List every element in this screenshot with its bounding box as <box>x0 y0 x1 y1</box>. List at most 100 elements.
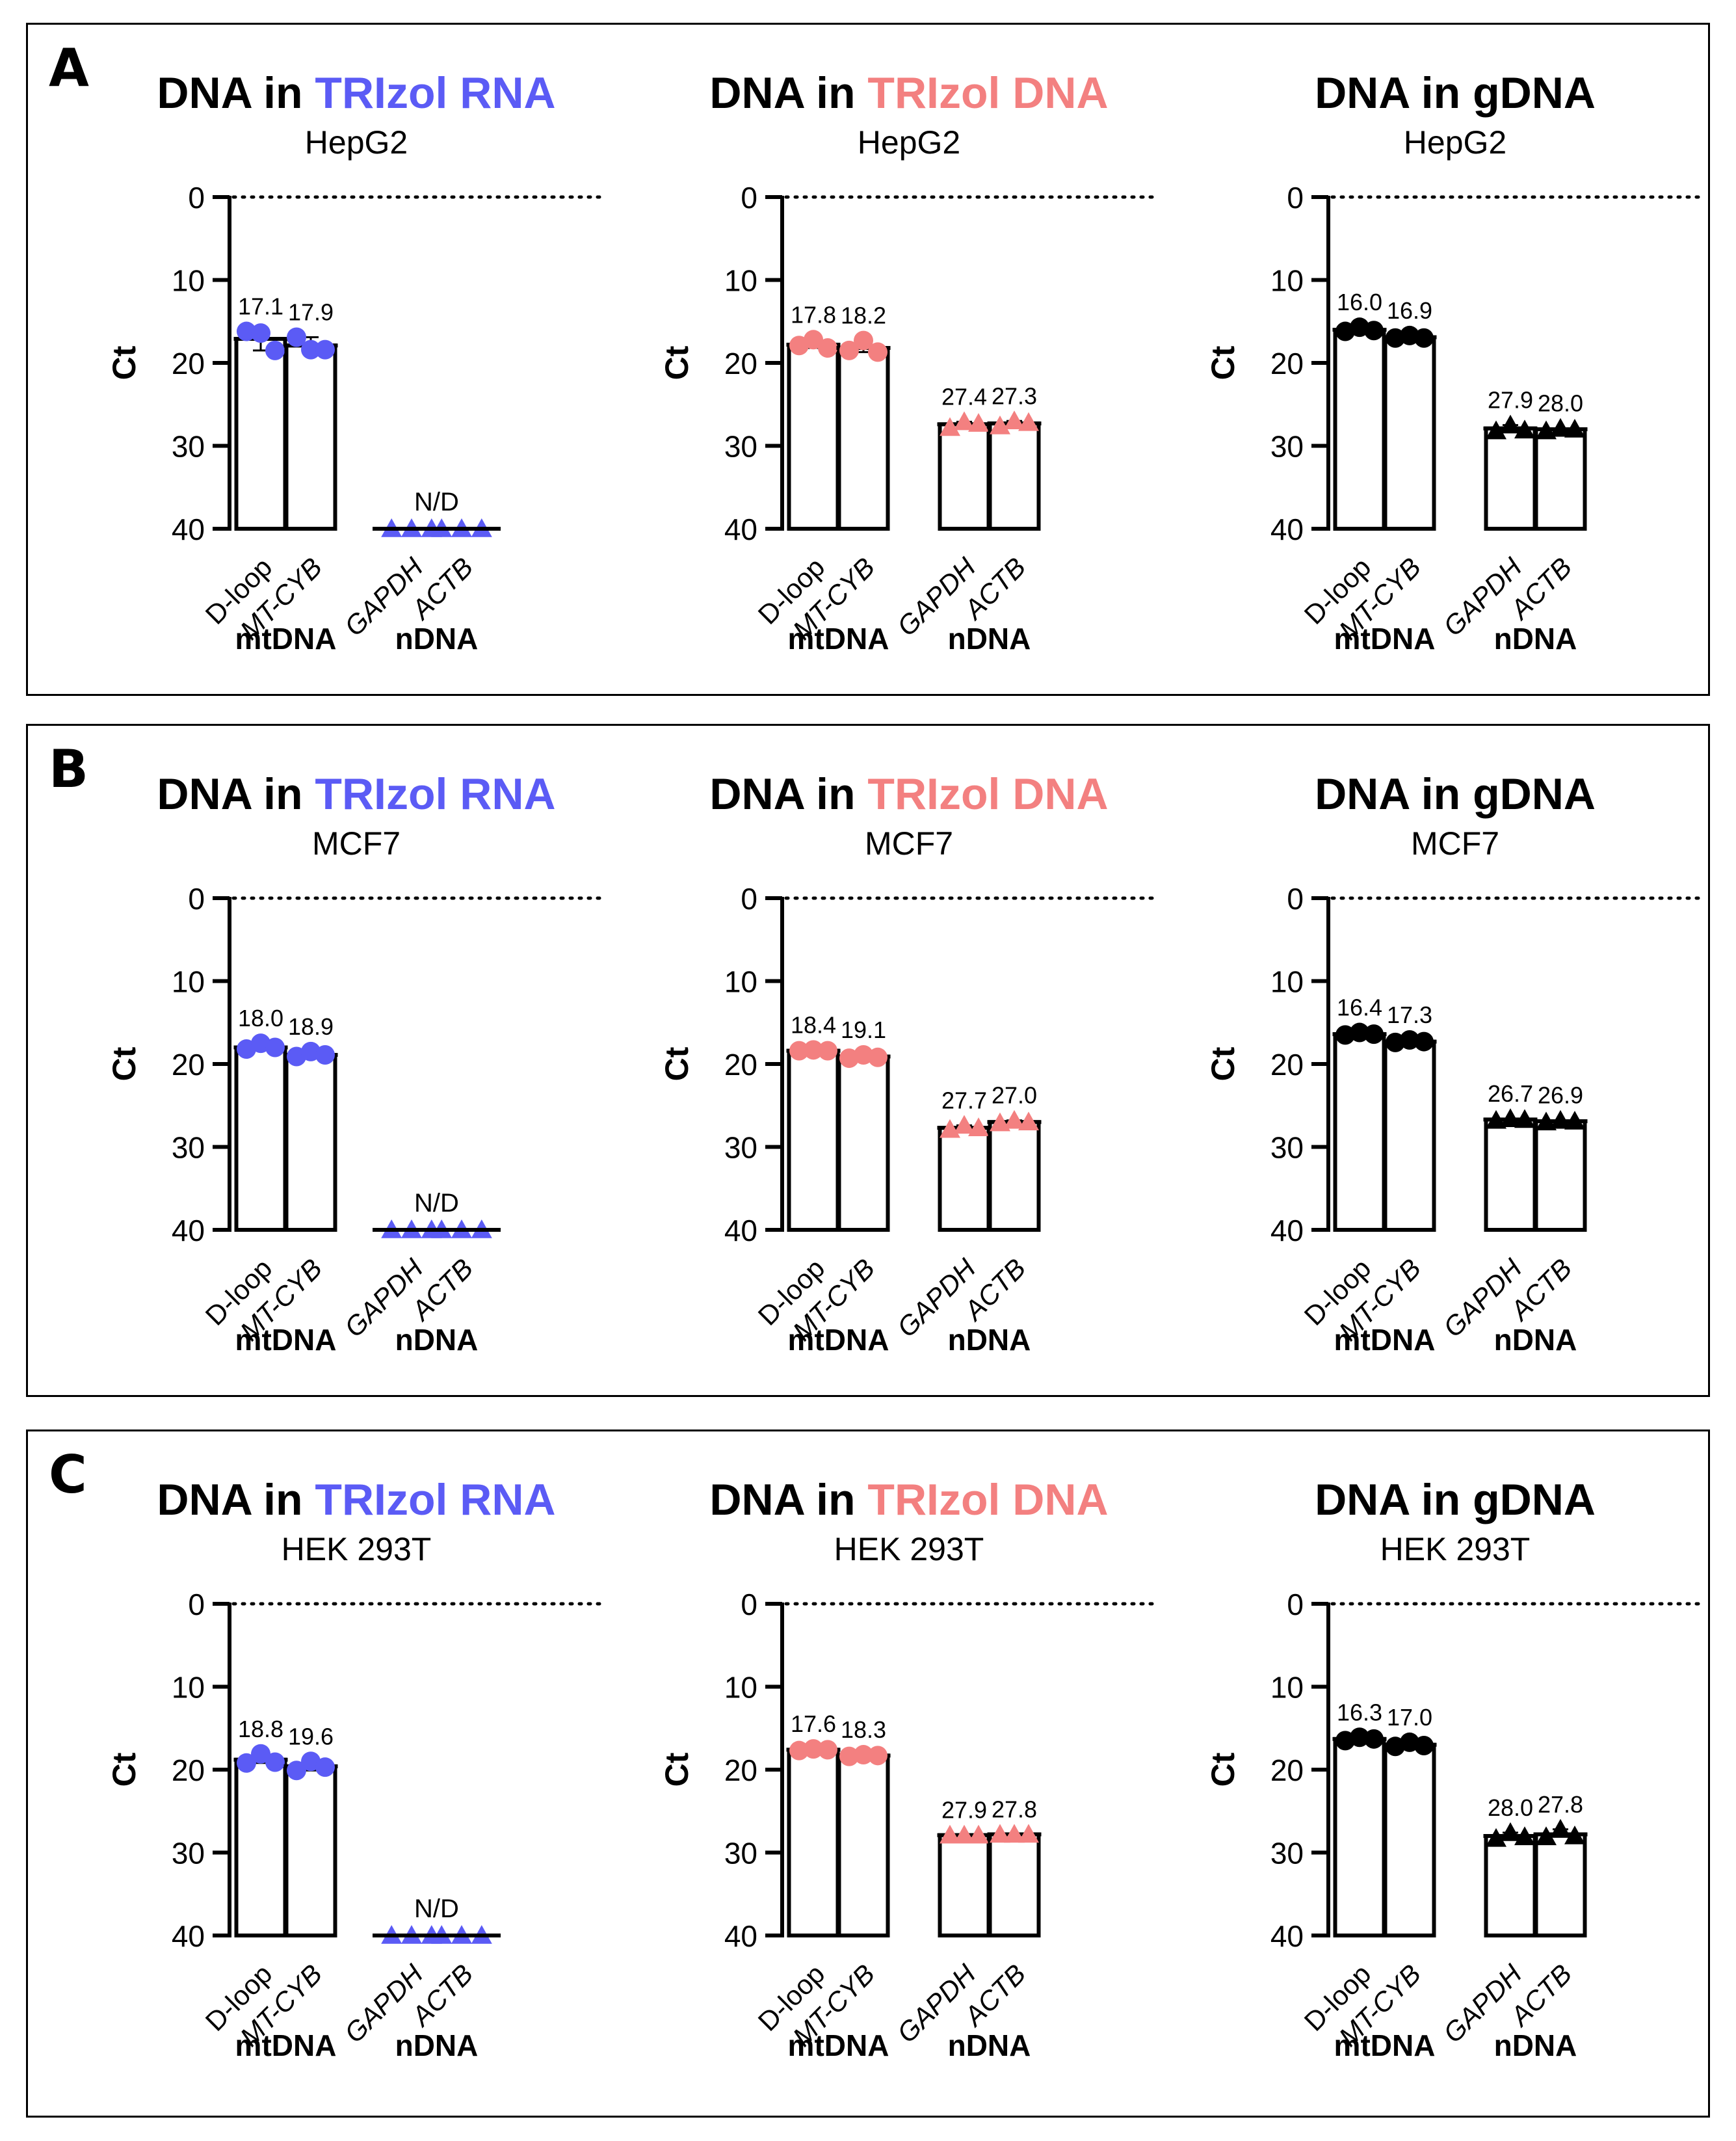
y-tick-label: 40 <box>724 512 757 546</box>
title-prefix: DNA in <box>1315 769 1473 819</box>
y-axis-label: Ct <box>1205 1752 1241 1787</box>
title-prefix: DNA in <box>1315 1475 1473 1524</box>
group-label: mtDNA <box>788 622 889 656</box>
y-tick-label: 10 <box>1270 965 1304 999</box>
data-label: 27.8 <box>992 1796 1037 1822</box>
replicate-point <box>854 1745 873 1765</box>
data-label: 27.9 <box>941 1797 987 1824</box>
chart-subtitle: MCF7 <box>865 825 953 862</box>
replicate-point <box>868 342 888 362</box>
y-axis-label: Ct <box>106 345 142 380</box>
y-tick-label: 20 <box>724 1753 757 1787</box>
group-label: mtDNA <box>788 2028 889 2062</box>
bar <box>988 421 1041 531</box>
title-method: TRIzol RNA <box>315 769 555 819</box>
title-method: gDNA <box>1473 769 1596 819</box>
group-label: nDNA <box>395 1323 479 1357</box>
data-label: 28.0 <box>1488 1794 1533 1821</box>
data-label: 18.0 <box>238 1005 283 1031</box>
chart-title: DNA in gDNA <box>1315 1475 1596 1524</box>
replicate-point <box>968 413 989 432</box>
group-label: mtDNA <box>235 622 337 656</box>
replicate-point <box>954 411 975 431</box>
bar <box>837 1753 890 1937</box>
y-tick-label: 10 <box>724 1671 757 1705</box>
replicate-point <box>804 1040 823 1060</box>
bar <box>1333 1736 1386 1937</box>
data-label: 17.1 <box>238 293 283 320</box>
group-label: mtDNA <box>235 1323 337 1357</box>
replicate-point <box>1486 1828 1506 1847</box>
panel-a: A DNA in TRIzol RNA HepG2 Ct 0 10 20 30 40 17.1 D… <box>26 23 1710 696</box>
group-label: nDNA <box>1494 2028 1577 2062</box>
y-tick-label: 30 <box>172 1837 205 1870</box>
bar <box>938 1833 991 1937</box>
y-tick-label: 30 <box>172 1131 205 1165</box>
replicate-point <box>868 1047 888 1067</box>
replicate-point <box>818 338 837 358</box>
y-tick-label: 0 <box>188 1588 205 1621</box>
chart-b-1: DNA in TRIzol RNAMCF7Ct01020304018.0D-lo… <box>106 769 602 1357</box>
bar <box>1333 1032 1386 1232</box>
chart-subtitle: HepG2 <box>305 124 408 161</box>
chart-subtitle: HepG2 <box>1404 124 1506 161</box>
replicate-point <box>839 1746 859 1766</box>
y-tick-label: 30 <box>172 430 205 464</box>
data-label: 16.9 <box>1387 297 1432 324</box>
group-label: nDNA <box>1494 622 1577 656</box>
bar <box>1484 1834 1537 1937</box>
y-tick-label: 20 <box>172 1753 205 1787</box>
data-label: 27.3 <box>992 382 1037 409</box>
replicate-point <box>251 1744 270 1764</box>
title-method: TRIzol RNA <box>315 68 555 118</box>
bar <box>988 1832 1041 1938</box>
replicate-point <box>1350 1727 1369 1748</box>
bar <box>284 343 337 531</box>
replicate-point <box>1514 419 1535 439</box>
title-prefix: DNA in <box>157 769 315 819</box>
chart-subtitle: HEK 293T <box>1380 1531 1531 1567</box>
y-tick-label: 20 <box>172 347 205 380</box>
title-method: TRIzol DNA <box>867 1475 1108 1524</box>
y-tick-label: 0 <box>188 882 205 916</box>
replicate-point <box>968 1824 989 1844</box>
y-tick-label: 20 <box>1270 1048 1304 1082</box>
replicate-point <box>1364 1729 1384 1749</box>
bar <box>837 1054 890 1232</box>
y-tick-label: 0 <box>1287 882 1304 916</box>
chart-c-1: DNA in TRIzol RNA HEK 293T Ct 0 10 20 30 40 18.8… <box>106 1475 602 2062</box>
bar <box>1383 1039 1436 1232</box>
data-label: 18.8 <box>238 1716 283 1742</box>
replicate-point <box>1350 1022 1369 1043</box>
title-method: TRIzol DNA <box>867 68 1108 118</box>
chart-a-2: DNA in TRIzol DNAHepG2Ct01020304017.8D-l… <box>659 68 1155 656</box>
y-tick-label: 10 <box>172 965 205 999</box>
y-axis-label: Ct <box>106 1752 142 1787</box>
group-label: mtDNA <box>1334 2028 1436 2062</box>
chart-a-1: DNA in TRIzol RNAHepG2Ct01020304017.1D-l… <box>106 68 602 656</box>
title-prefix: DNA in <box>709 68 867 118</box>
replicate-point <box>1004 1110 1025 1129</box>
data-label: 16.3 <box>1337 1699 1382 1725</box>
replicate-point <box>1500 1822 1521 1841</box>
title-prefix: DNA in <box>709 1475 867 1524</box>
y-tick-label: 30 <box>724 1837 757 1870</box>
replicate-point <box>789 1041 809 1061</box>
bar <box>1484 1117 1537 1232</box>
group-label: nDNA <box>1494 1323 1577 1357</box>
bar <box>1383 335 1436 531</box>
data-label: 18.4 <box>791 1011 836 1038</box>
replicate-point <box>1486 420 1506 440</box>
bar <box>284 1052 337 1232</box>
data-label: 27.8 <box>1538 1791 1583 1818</box>
chart-c-2: DNA in TRIzol DNA HEK 293T Ct 0 10 20 30 40 17.6… <box>659 1475 1155 2062</box>
replicate-point <box>854 330 873 351</box>
replicate-point <box>315 1044 335 1065</box>
bar <box>837 346 890 531</box>
panel-c: C DNA in TRIzol RNA HEK 293T Ct 0 10 20 30 40 18… <box>26 1430 1710 2118</box>
title-prefix: DNA in <box>157 68 315 118</box>
bar <box>234 337 287 531</box>
y-tick-label: 30 <box>1270 430 1304 464</box>
bar <box>1333 328 1386 531</box>
bar <box>1534 1832 1587 1938</box>
